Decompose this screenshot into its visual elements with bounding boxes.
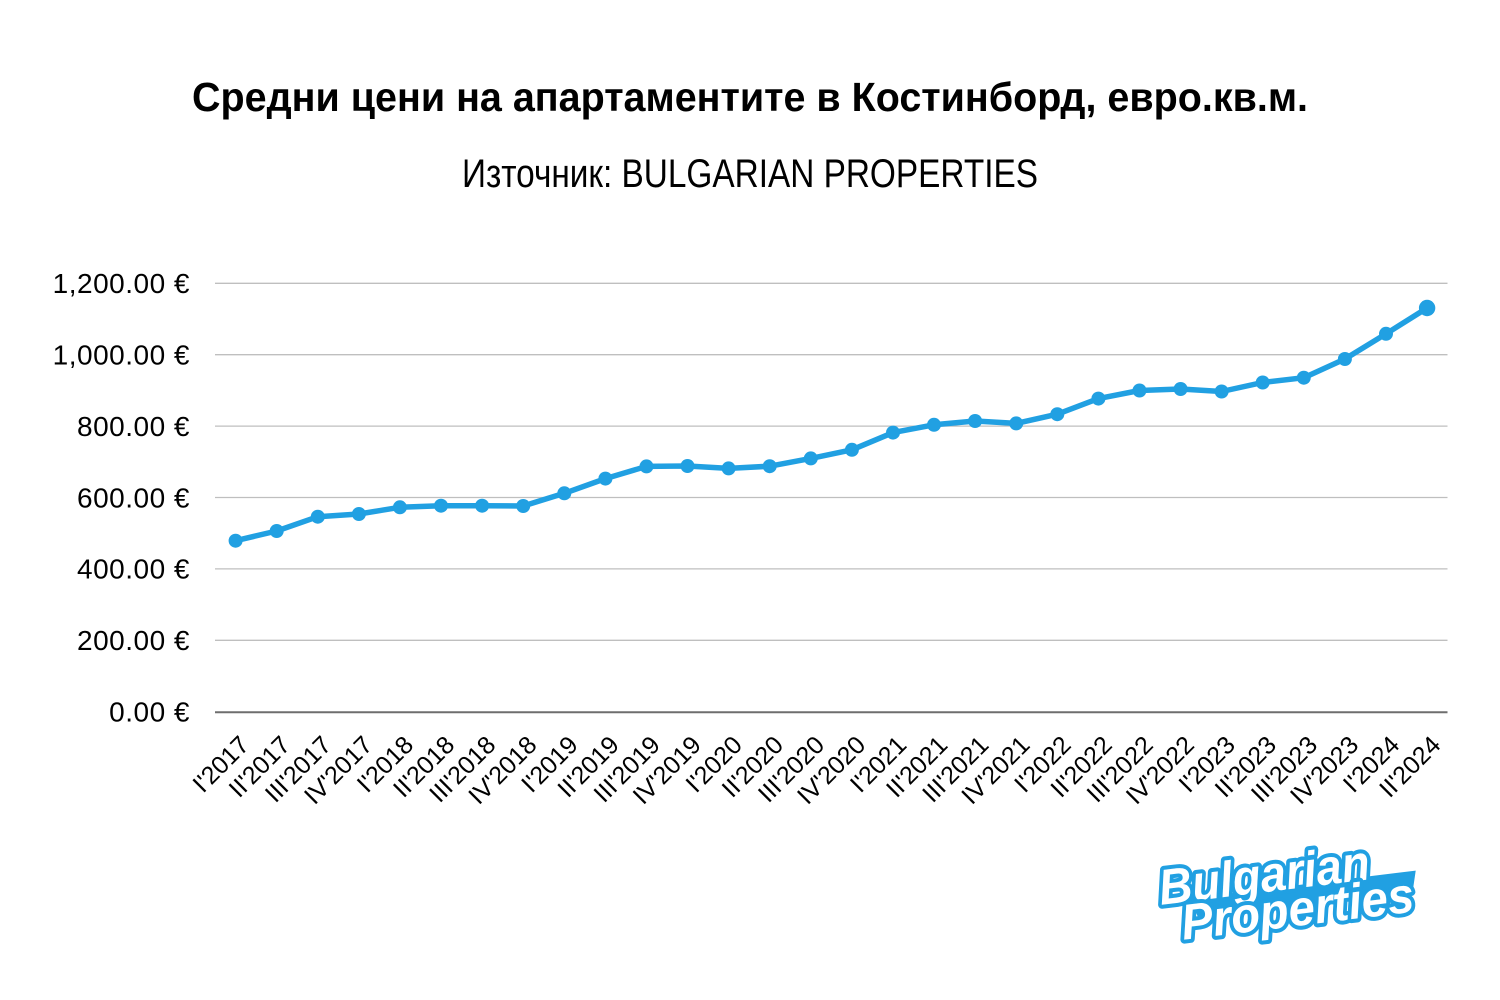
svg-text:Източник: BULGARIAN PROPERTIES: Източник: BULGARIAN PROPERTIES xyxy=(462,152,1038,196)
svg-text:400.00 €: 400.00 € xyxy=(77,554,190,585)
svg-text:1,000.00 €: 1,000.00 € xyxy=(53,340,190,371)
svg-text:Средни цени на апартаментите в: Средни цени на апартаментите в Костинбор… xyxy=(192,74,1308,120)
svg-text:800.00 €: 800.00 € xyxy=(77,411,190,442)
svg-text:600.00 €: 600.00 € xyxy=(77,482,190,513)
svg-text:0.00 €: 0.00 € xyxy=(109,697,190,728)
svg-text:200.00 €: 200.00 € xyxy=(77,625,190,656)
svg-text:1,200.00 €: 1,200.00 € xyxy=(53,268,190,299)
